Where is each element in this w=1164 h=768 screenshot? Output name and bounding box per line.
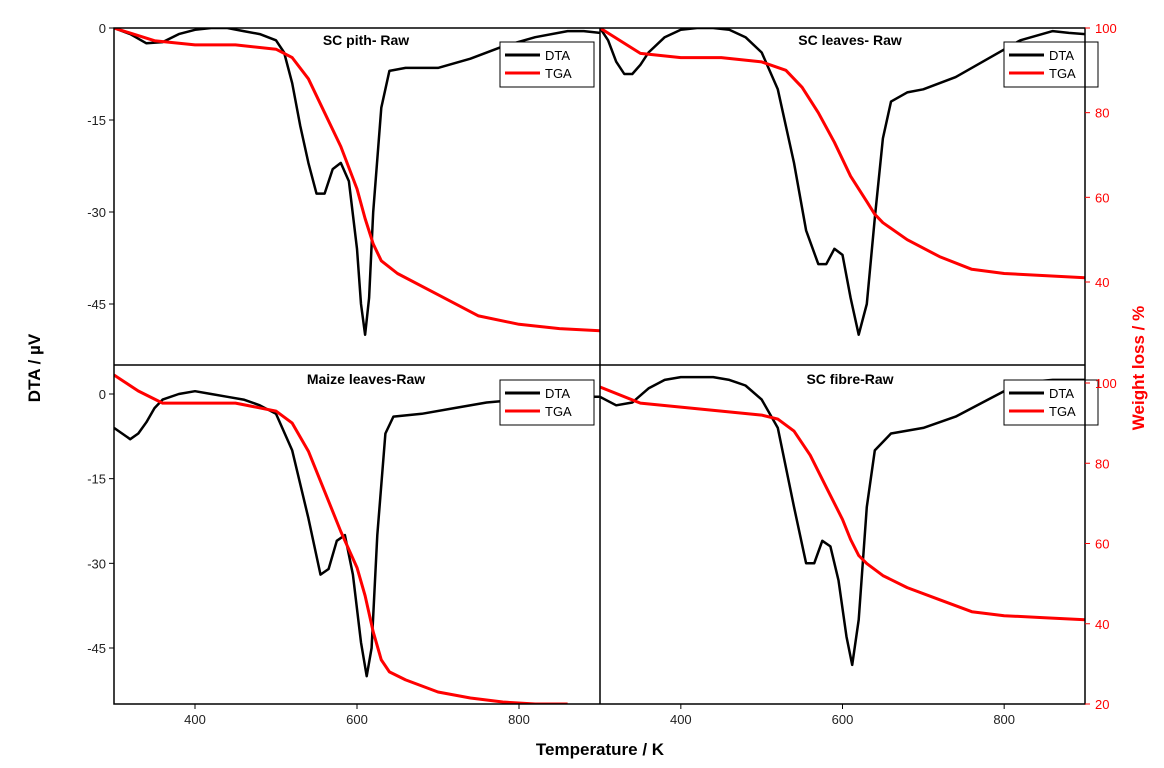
legend-label-dta-panel-3: DTA — [545, 386, 570, 401]
legend-label-tga-panel-2: TGA — [1049, 66, 1076, 81]
panel-title-4: SC fibre-Raw — [806, 371, 893, 387]
left-y-tick-label: -15 — [87, 113, 106, 128]
panel-title-3: Maize leaves-Raw — [307, 371, 425, 387]
tga-series-line-panel-1 — [114, 28, 600, 333]
legend-label-dta-panel-2: DTA — [1049, 48, 1074, 63]
tga-series-line-panel-3 — [114, 373, 568, 704]
x-tick-label: 600 — [346, 712, 368, 727]
right-y-tick-label: 80 — [1095, 456, 1109, 471]
panel-4: SC fibre-Raw DTA TGA — [600, 371, 1099, 667]
x-tick-label: 800 — [993, 712, 1015, 727]
x-axis-title: Temperature / K — [536, 740, 665, 759]
legend-label-dta-panel-4: DTA — [1049, 386, 1074, 401]
dta-series-line-panel-3 — [114, 389, 600, 678]
panel-3: Maize leaves-Raw DTA TGA — [114, 371, 600, 704]
right-y-tick-label: 40 — [1095, 275, 1109, 290]
legend-box-panel-1 — [499, 41, 595, 88]
legend-label-tga-panel-4: TGA — [1049, 404, 1076, 419]
frame-layer — [113, 27, 1086, 705]
legend-box-panel-3 — [499, 379, 595, 426]
right-y-tick-label: 60 — [1095, 537, 1109, 552]
left-y-tick-label: 0 — [99, 21, 106, 36]
left-y-tick-label: -45 — [87, 641, 106, 656]
legend-box-panel-4 — [1003, 379, 1099, 426]
left-y-tick-label: -45 — [87, 297, 106, 312]
x-tick-label: 600 — [832, 712, 854, 727]
panel-1: SC pith- Raw DTA TGA — [114, 28, 600, 336]
panel-title-2: SC leaves- Raw — [798, 32, 902, 48]
x-tick-label: 800 — [508, 712, 530, 727]
legend-label-dta-panel-1: DTA — [545, 48, 570, 63]
legend-label-tga-panel-1: TGA — [545, 66, 572, 81]
left-y-tick-label: -30 — [87, 556, 106, 571]
left-y-axis-title: DTA / µV — [25, 333, 44, 402]
right-y-tick-label: 80 — [1095, 106, 1109, 121]
right-y-tick-label: 60 — [1095, 190, 1109, 205]
right-y-tick-label: 20 — [1095, 697, 1109, 712]
right-y-tick-label: 100 — [1095, 376, 1117, 391]
axes-layer: 400 600 800 400 600 800 0 -15 -30 -45 0 -15 -30 -45 10… — [87, 21, 1117, 727]
left-y-tick-label: -30 — [87, 205, 106, 220]
left-y-tick-label: 0 — [99, 387, 106, 402]
panel-2: SC leaves- Raw DTA TGA — [600, 28, 1099, 336]
right-y-tick-label: 100 — [1095, 21, 1117, 36]
panel-title-1: SC pith- Raw — [323, 32, 409, 48]
x-tick-label: 400 — [184, 712, 206, 727]
legend-label-tga-panel-3: TGA — [545, 404, 572, 419]
legend-box-panel-2 — [1003, 41, 1099, 88]
left-y-tick-label: -15 — [87, 472, 106, 487]
right-y-axis-title: Weight loss / % — [1129, 306, 1148, 430]
tga-series-line-panel-2 — [600, 28, 1085, 280]
dta-series-line-panel-2 — [600, 28, 1085, 336]
dta-series-line-panel-4 — [600, 375, 1085, 667]
tga-series-line-panel-4 — [600, 385, 1085, 622]
x-tick-label: 400 — [670, 712, 692, 727]
right-y-tick-label: 40 — [1095, 617, 1109, 632]
